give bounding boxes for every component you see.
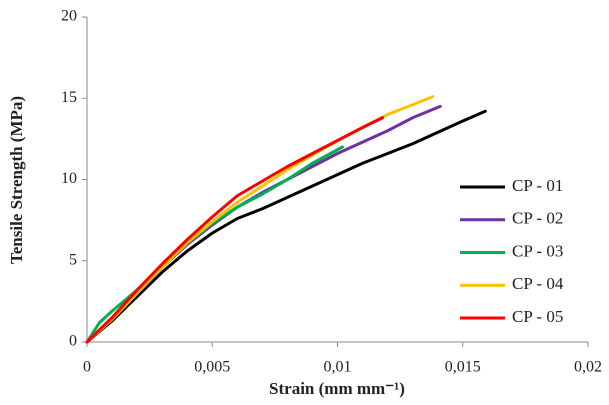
legend-label: CP - 03 [512,241,563,260]
series-line [85,109,487,344]
legend-label: CP - 02 [512,209,563,228]
x-axis-title: Strain (mm mm⁻¹) [269,379,405,398]
y-axis-title: Tensile Strength (MPa) [7,96,26,264]
x-tick-label: 0,005 [194,359,230,376]
y-tick-label: 0 [69,333,77,350]
x-tick-label: 0,02 [574,359,602,376]
series-line [85,145,345,344]
series-line [85,116,385,344]
legend-label: CP - 04 [512,274,564,293]
x-tick-label: 0 [83,359,91,376]
x-tick-label: 0,015 [445,359,481,376]
y-tick-label: 15 [61,89,77,106]
legend-label: CP - 01 [512,176,563,195]
series-line [85,104,442,344]
x-tick-label: 0,01 [324,359,352,376]
y-tick-label: 20 [61,8,77,25]
y-tick-label: 5 [69,251,77,268]
legend-label: CP - 05 [512,307,563,326]
y-tick-label: 10 [61,170,77,187]
